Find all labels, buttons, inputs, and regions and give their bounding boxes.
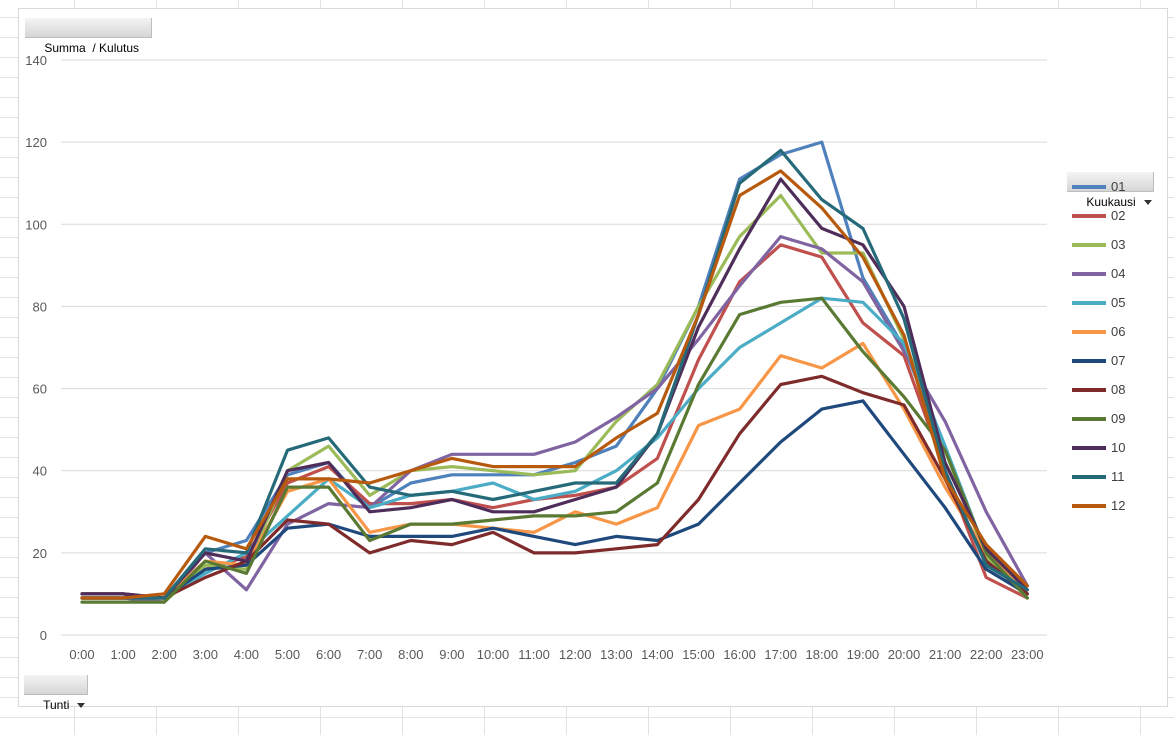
legend-label: 06 [1111, 324, 1126, 339]
legend-label: 07 [1111, 353, 1126, 368]
series-line-11 [80, 148, 1029, 600]
legend-swatch [1072, 272, 1106, 276]
x-tick-label: 18:00 [806, 647, 839, 662]
x-tick-label: 4:00 [234, 647, 259, 662]
series-line-09 [80, 296, 1029, 604]
legend-field-label: Kuukausi [1086, 195, 1136, 209]
value-field-button[interactable]: Summa / Kulutus [25, 18, 152, 55]
legend-item: 08 [1068, 375, 1154, 404]
x-tick-label: 16:00 [723, 647, 756, 662]
legend-label: 02 [1111, 208, 1126, 223]
y-tick-label: 80 [33, 299, 47, 314]
line-chart: 0 20 40 60 80 100 120 140 0:00 1:00 2:00 3:00 4:00 5:… [25, 53, 1047, 662]
x-tick-label: 2:00 [152, 647, 177, 662]
y-tick-label: 100 [25, 217, 47, 232]
legend-swatch [1072, 185, 1106, 189]
x-tick-label: 19:00 [847, 647, 880, 662]
x-tick-label: 1:00 [110, 647, 135, 662]
legend-label: 08 [1111, 382, 1126, 397]
dropdown-arrow-icon [77, 703, 86, 709]
y-tick-label: 0 [40, 628, 47, 643]
legend-label: 03 [1111, 237, 1126, 252]
legend-label: 01 [1111, 179, 1126, 194]
chart-legend: 01 02 03 04 05 06 07 08 09 10 11 12 [1068, 172, 1154, 520]
axis-field-label: Tunti [43, 698, 70, 712]
x-tick-label: 17:00 [764, 647, 797, 662]
x-tick-label: 11:00 [518, 647, 550, 662]
x-tick-label: 13:00 [600, 647, 633, 662]
legend-swatch [1072, 214, 1106, 218]
series-line-10 [80, 177, 1029, 600]
legend-label: 05 [1111, 295, 1126, 310]
dropdown-arrow-icon [1143, 200, 1152, 206]
legend-swatch [1072, 417, 1106, 421]
value-field-label: Summa / Kulutus [44, 41, 140, 55]
legend-label: 11 [1111, 469, 1125, 484]
x-tick-label: 8:00 [398, 647, 423, 662]
legend-swatch [1072, 330, 1106, 334]
x-tick-label: 22:00 [970, 647, 1003, 662]
legend-label: 10 [1111, 440, 1126, 455]
y-tick-label: 120 [25, 135, 47, 150]
legend-item: 03 [1068, 230, 1154, 259]
legend-swatch [1072, 243, 1106, 247]
y-tick-label: 140 [25, 53, 47, 68]
x-tick-label: 6:00 [316, 647, 341, 662]
legend-swatch [1072, 301, 1106, 305]
legend-label: 12 [1111, 498, 1126, 513]
series-line-05 [80, 296, 1029, 600]
x-tick-label: 0:00 [69, 647, 94, 662]
x-tick-label: 12:00 [559, 647, 592, 662]
x-tick-label: 9:00 [439, 647, 464, 662]
legend-item: 10 [1068, 433, 1154, 462]
legend-item: 07 [1068, 346, 1154, 375]
legend-item: 02 [1068, 201, 1154, 230]
legend-item: 11 [1068, 462, 1154, 491]
series-line-12 [80, 169, 1029, 600]
legend-label: 04 [1111, 266, 1126, 281]
legend-swatch [1072, 359, 1106, 363]
y-tick-label: 60 [33, 382, 47, 397]
x-tick-label: 7:00 [357, 647, 382, 662]
x-tick-label: 3:00 [193, 647, 218, 662]
series-line-01 [80, 140, 1029, 600]
legend-item: 12 [1068, 491, 1154, 520]
x-tick-label: 21:00 [929, 647, 962, 662]
y-tick-label: 40 [33, 464, 47, 479]
series-line-08 [80, 374, 1029, 600]
legend-swatch [1072, 388, 1106, 392]
legend-label: 09 [1111, 411, 1126, 426]
x-tick-label: 23:00 [1011, 647, 1044, 662]
x-tick-label: 10:00 [477, 647, 510, 662]
x-tick-label: 15:00 [682, 647, 715, 662]
legend-item: 06 [1068, 317, 1154, 346]
series-line-07 [80, 399, 1029, 600]
axis-field-button[interactable]: Tunti [24, 675, 88, 712]
legend-item: 01 [1068, 172, 1154, 201]
legend-item: 09 [1068, 404, 1154, 433]
legend-swatch [1072, 475, 1106, 479]
x-tick-label: 5:00 [275, 647, 300, 662]
legend-item: 05 [1068, 288, 1154, 317]
chart-area: 0204060801001201400:001:002:003:004:005:… [18, 8, 1168, 712]
legend-item: 04 [1068, 259, 1154, 288]
series-line-04 [80, 235, 1029, 604]
y-tick-label: 20 [33, 546, 47, 561]
legend-swatch [1072, 504, 1106, 508]
x-tick-label: 20:00 [888, 647, 921, 662]
x-tick-label: 14:00 [641, 647, 674, 662]
legend-swatch [1072, 446, 1106, 450]
